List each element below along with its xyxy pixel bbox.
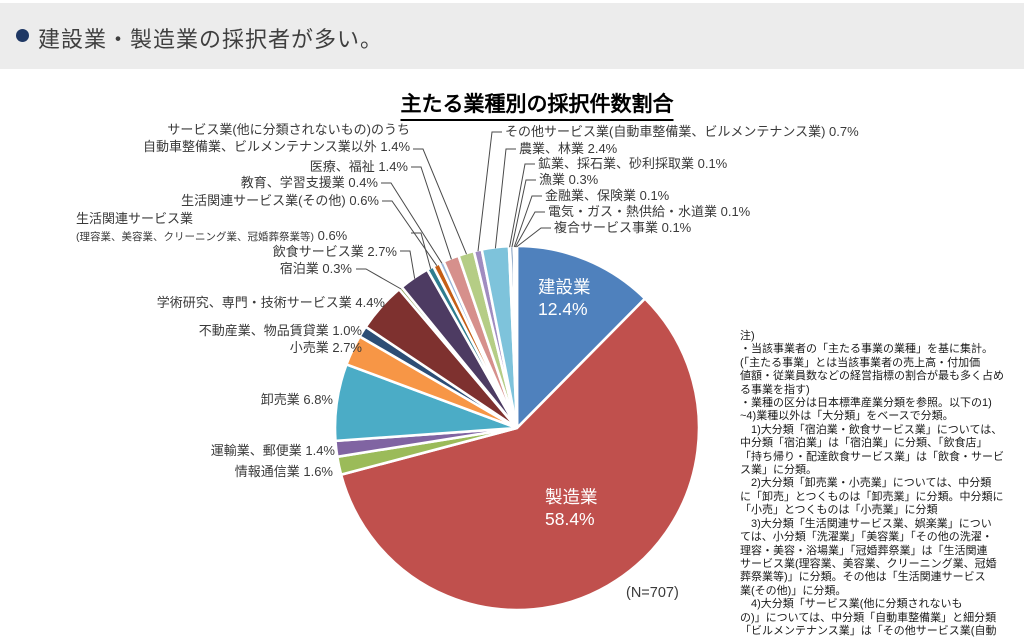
chart-title: 主たる業種別の採択件数割合	[400, 88, 674, 121]
callout-food-service: 飲食サービス業 2.7%	[272, 244, 397, 259]
pie-slice	[514, 244, 519, 429]
callout-mining: 鉱業、採石業、砂利採取業 0.1%	[538, 156, 728, 171]
leader-line	[381, 182, 443, 264]
callout-life-services-beauty-sub: (理容業、美容業、クリーニング業、冠婚葬祭業等)	[76, 230, 314, 243]
header-bar: 建設業・製造業の採択者が多い。	[0, 3, 1024, 69]
pie-slice	[339, 296, 701, 612]
leader-line	[511, 179, 536, 248]
callout-wholesale: 卸売業 6.8%	[260, 392, 333, 407]
pie-slice	[515, 244, 647, 432]
leader-line	[514, 211, 545, 248]
leader-line	[509, 163, 535, 248]
callout-agriculture-forestry: 農業、林業 2.4%	[519, 141, 618, 156]
callout-finance-insurance: 金融業、保険業 0.1%	[545, 188, 670, 203]
leader-line	[411, 232, 432, 270]
leader-line	[477, 131, 502, 252]
bullet-icon	[16, 29, 29, 42]
callout-life-services-beauty-line1: 生活関連サービス業	[76, 211, 194, 226]
callout-fisheries: 漁業 0.3%	[539, 172, 599, 187]
header-title: 建設業・製造業の採択者が多い。	[38, 27, 384, 52]
callout-transport-postal: 運輸業、郵便業 1.4%	[210, 443, 335, 458]
callout-retail: 小売業 2.7%	[289, 340, 362, 355]
callout-life-services-beauty-pct: 0.6%	[314, 227, 348, 243]
callout-services-nec-excl: サービス業(他に分類されないもの)のうち 自動車整備業、ビルメンテナンス業以外 …	[143, 122, 410, 154]
leader-line	[494, 148, 516, 249]
sample-size-label: (N=707)	[626, 585, 679, 601]
callout-life-services-beauty: 生活関連サービス業 (理容業、美容業、クリーニング業、冠婚葬祭業等) 0.6%	[76, 211, 347, 245]
leader-line	[413, 148, 467, 255]
leader-line	[382, 200, 438, 266]
callout-academic-research: 学術研究、専門・技術サービス業 4.4%	[156, 295, 385, 310]
callout-accommodation: 宿泊業 0.3%	[279, 261, 352, 276]
leader-line	[516, 227, 551, 248]
leader-line	[356, 268, 402, 290]
leader-line	[400, 250, 416, 279]
leader-line	[513, 195, 542, 248]
callout-medical-welfare: 医療、福祉 1.4%	[309, 159, 408, 174]
callout-life-services-other: 生活関連サービス業(その他) 0.6%	[181, 193, 379, 208]
callout-compound-services: 複合サービス事業 0.1%	[554, 220, 692, 235]
callout-information-communication: 情報通信業 1.6%	[234, 464, 333, 479]
notes-text: 注) ・当該事業者の「主たる事業の業種」を基に集計。 (「主たる事業」とは当該事…	[740, 330, 1004, 637]
callout-real-estate: 不動産業、物品賃貸業 1.0%	[198, 323, 362, 338]
pie-label-construction: 建設業 12.4%	[538, 277, 591, 319]
callout-education: 教育、学習支援業 0.4%	[240, 175, 378, 190]
leader-line	[411, 166, 452, 260]
pie-label-manufacturing: 製造業 58.4%	[545, 487, 598, 529]
callout-other-services: その他サービス業(自動車整備業、ビルメンテナンス業) 0.7%	[505, 124, 859, 139]
callout-utilities: 電気・ガス・熱供給・水道業 0.1%	[548, 204, 751, 219]
